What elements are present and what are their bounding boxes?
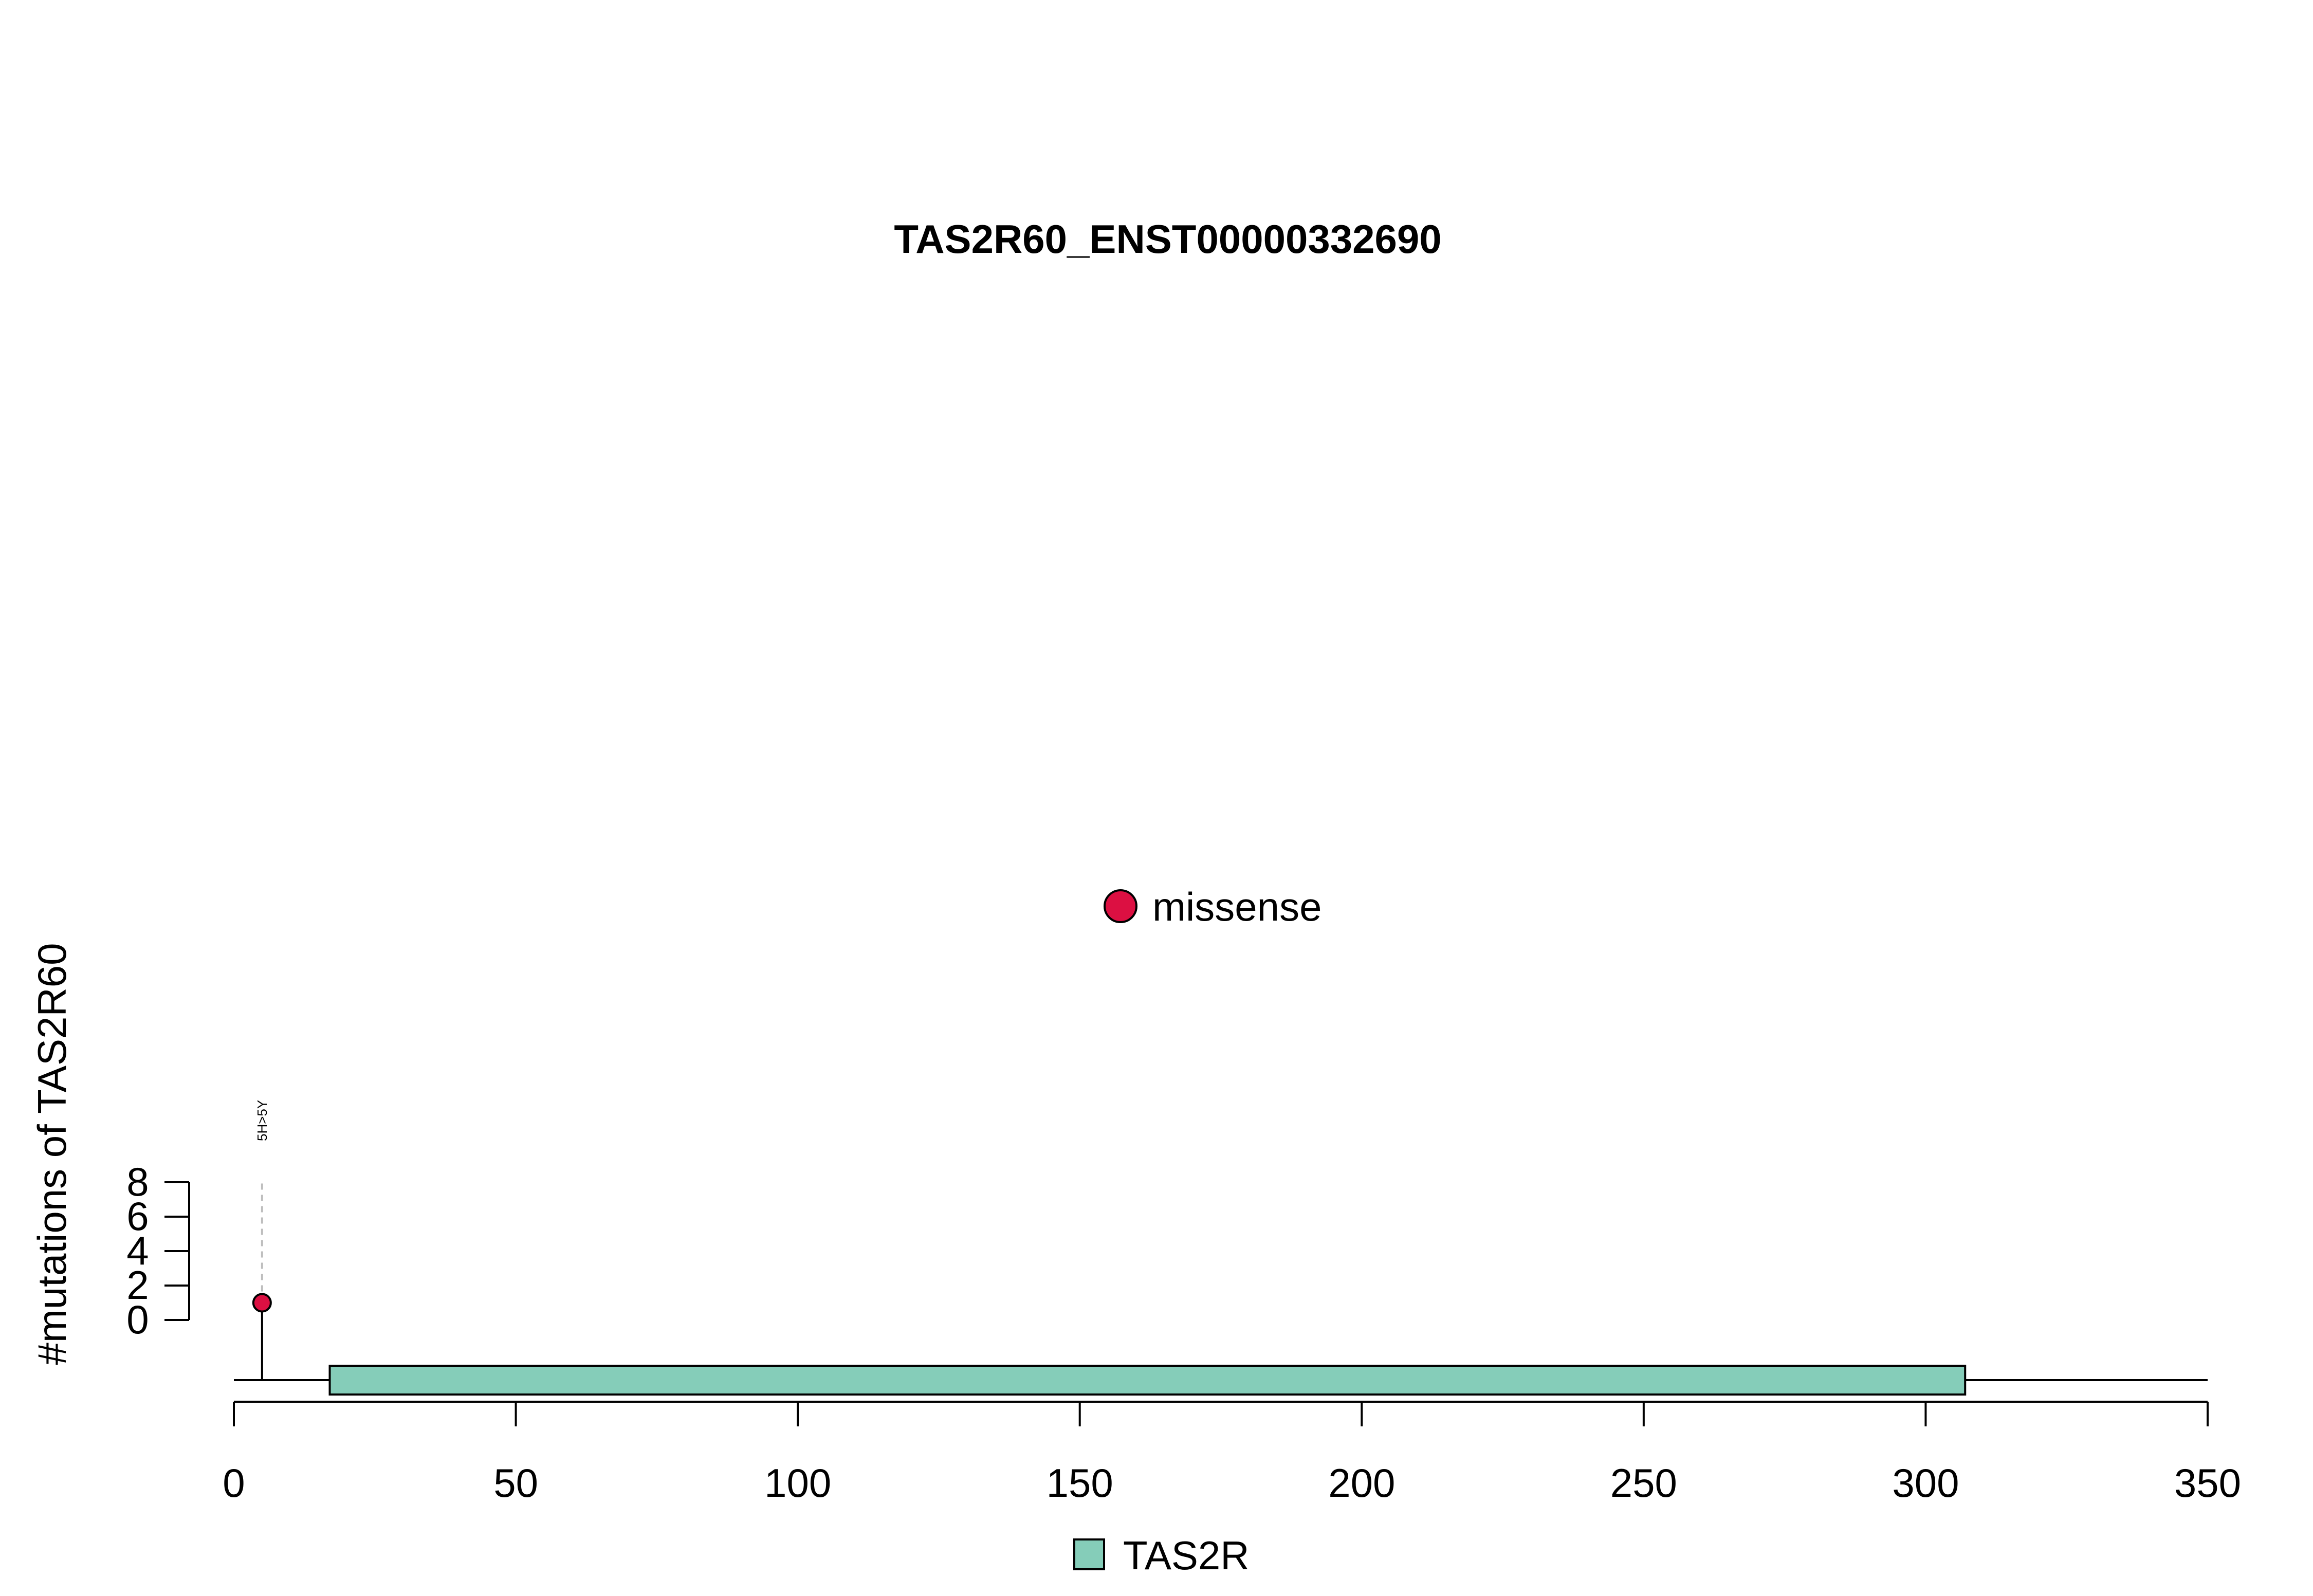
legend-domain-swatch <box>1073 1538 1105 1570</box>
domain-layer <box>328 1365 1967 1396</box>
x-tick-label: 150 <box>1047 1460 1113 1506</box>
chart-title: TAS2R60_ENST00000332690 <box>894 216 1441 262</box>
x-tick-label: 300 <box>1892 1460 1959 1506</box>
domain-legend: TAS2R <box>1073 1533 1250 1578</box>
x-tick-label: 200 <box>1328 1460 1395 1506</box>
legend-missense-label: missense <box>1152 884 1321 929</box>
x-tick-label: 0 <box>223 1460 245 1506</box>
mutation-label: 5H>5Y <box>254 1100 270 1141</box>
y-tick-label: 8 <box>126 1159 149 1204</box>
y-tick-label: 2 <box>126 1262 149 1308</box>
x-tick-label: 250 <box>1610 1460 1677 1506</box>
legend-missense-dot <box>1104 889 1137 923</box>
y-tick-label: 4 <box>126 1228 149 1273</box>
y-tick-label: 0 <box>126 1297 149 1342</box>
x-axis: 0 50 100 150 200 250 300 350 <box>223 1401 2241 1506</box>
mutation-legend: missense <box>1104 884 1321 929</box>
lollipop-head <box>252 1293 272 1313</box>
x-tick-label: 50 <box>493 1460 538 1506</box>
y-axis-label: #mutations of TAS2R60 <box>29 943 75 1365</box>
x-tick-label: 100 <box>764 1460 831 1506</box>
lollipop-layer: 5H>5Y <box>252 1100 272 1380</box>
y-tick-label: 6 <box>126 1194 149 1239</box>
legend-domain-label: TAS2R <box>1123 1533 1250 1578</box>
x-tick-label: 350 <box>2174 1460 2241 1506</box>
domain-tas2r <box>328 1365 1967 1396</box>
